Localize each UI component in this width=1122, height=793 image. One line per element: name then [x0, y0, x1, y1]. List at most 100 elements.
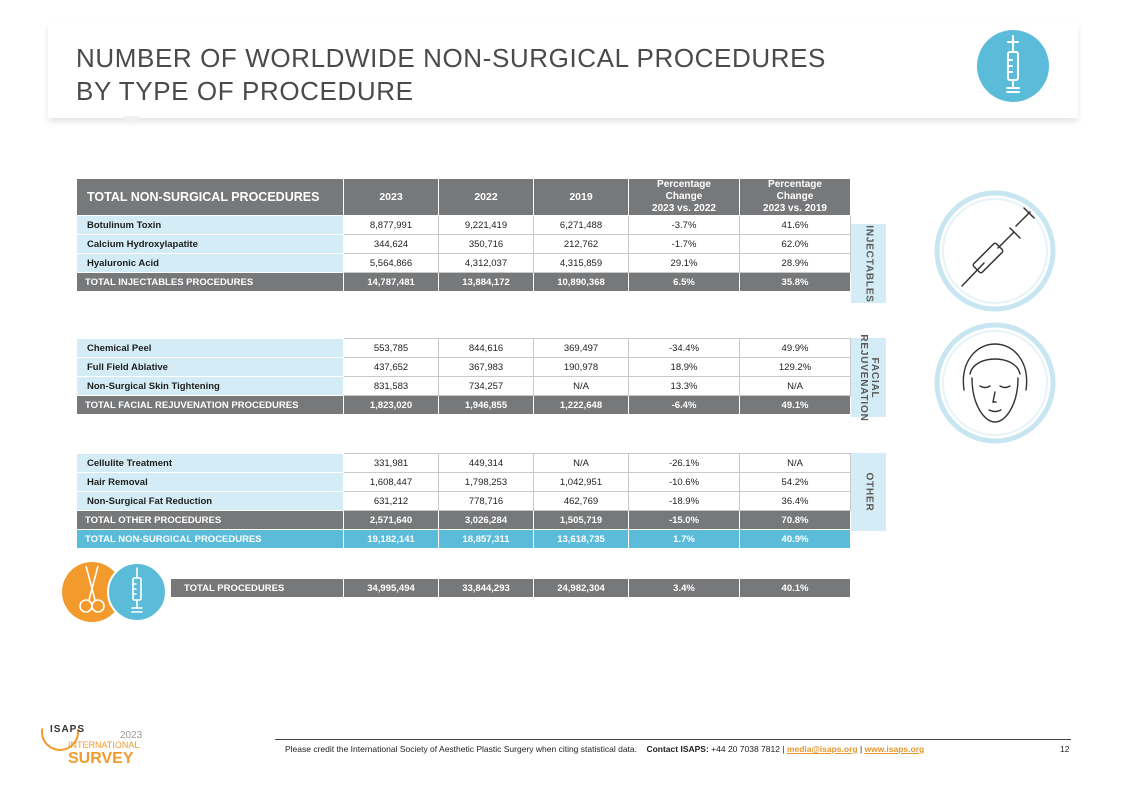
facial-side-text: FACIAL REJUVENATION — [858, 334, 880, 421]
cell-pc2: 129.2% — [739, 357, 851, 377]
cell-2023: 553,785 — [343, 338, 439, 358]
total-procedures-pc2: 40.1% — [739, 578, 851, 598]
ns-total-pc2: 40.9% — [739, 529, 851, 549]
cell-2022: 367,983 — [438, 357, 534, 377]
total-2019: 10,890,368 — [533, 272, 629, 292]
total-procedures-2022: 33,844,293 — [438, 578, 534, 598]
total-2023: 14,787,481 — [343, 272, 439, 292]
cell-2022: 449,314 — [438, 453, 534, 473]
header-pointer — [122, 116, 140, 125]
ns-total-2019: 13,618,735 — [533, 529, 629, 549]
cell-pc1: -18.9% — [628, 491, 740, 511]
face-icon — [934, 322, 1056, 444]
page-title: NUMBER OF WORLDWIDE NON-SURGICAL PROCEDU… — [76, 42, 936, 108]
cell-2019: 369,497 — [533, 338, 629, 358]
table-header-row: TOTAL NON-SURGICAL PROCEDURES 2023 2022 … — [76, 178, 851, 216]
page-number: 12 — [1060, 744, 1070, 754]
total-label: TOTAL FACIAL REJUVENATION PROCEDURES — [76, 395, 344, 415]
facial-rejuvenation-table: Chemical Peel 553,785 844,616 369,497 -3… — [76, 338, 851, 415]
pc2-line3: 2023 vs. 2019 — [763, 203, 827, 214]
footer-contact-label: Contact ISAPS: — [646, 744, 709, 754]
total-pc2: 49.1% — [739, 395, 851, 415]
facial-side-text-2: REJUVENATION — [857, 333, 869, 422]
total-procedures-2023: 34,995,494 — [343, 578, 439, 598]
total-label: TOTAL OTHER PROCEDURES — [76, 510, 344, 530]
footer-phone: +44 20 7038 7812 | — [711, 744, 785, 754]
total-2023: 1,823,020 — [343, 395, 439, 415]
table-row: Full Field Ablative 437,652 367,983 190,… — [76, 357, 851, 377]
cell-pc1: -34.4% — [628, 338, 740, 358]
table-row: Hair Removal 1,608,447 1,798,253 1,042,9… — [76, 472, 851, 492]
row-label: Hair Removal — [76, 472, 344, 492]
cell-2022: 1,798,253 — [438, 472, 534, 492]
table-row: Non-Surgical Skin Tightening 831,583 734… — [76, 376, 851, 396]
table-row: Calcium Hydroxylapatite 344,624 350,716 … — [76, 234, 851, 254]
header-2019: 2019 — [533, 178, 629, 216]
total-procedures-pc1: 3.4% — [628, 578, 740, 598]
cell-2023: 437,652 — [343, 357, 439, 377]
title-line-1: NUMBER OF WORLDWIDE NON-SURGICAL PROCEDU… — [76, 43, 826, 73]
row-label: Full Field Ablative — [76, 357, 344, 377]
pc2-line2: Change — [776, 191, 814, 202]
cell-2022: 778,716 — [438, 491, 534, 511]
cell-2023: 831,583 — [343, 376, 439, 396]
cell-pc2: 62.0% — [739, 234, 851, 254]
row-label: Hyaluronic Acid — [76, 253, 344, 273]
syringe-icon — [977, 30, 1049, 102]
footer-credit: Please credit the International Society … — [285, 744, 924, 754]
cell-2022: 734,257 — [438, 376, 534, 396]
injectables-table: TOTAL NON-SURGICAL PROCEDURES 2023 2022 … — [76, 178, 851, 292]
syringe-illustration-icon — [934, 190, 1056, 312]
row-label: Non-Surgical Fat Reduction — [76, 491, 344, 511]
total-label: TOTAL INJECTABLES PROCEDURES — [76, 272, 344, 292]
total-2019: 1,222,648 — [533, 395, 629, 415]
footer-divider — [275, 739, 1071, 740]
row-label: Calcium Hydroxylapatite — [76, 234, 344, 254]
cell-2019: 4,315,859 — [533, 253, 629, 273]
header-2022: 2022 — [438, 178, 534, 216]
footer-email-link[interactable]: media@isaps.org — [786, 744, 858, 754]
row-label: Chemical Peel — [76, 338, 344, 358]
footer-credit-text: Please credit the International Society … — [285, 744, 637, 754]
other-table: Cellulite Treatment 331,981 449,314 N/A … — [76, 453, 851, 549]
total-pc1: 6.5% — [628, 272, 740, 292]
title-line-2: BY TYPE OF PROCEDURE — [76, 76, 414, 106]
ns-total-pc1: 1.7% — [628, 529, 740, 549]
cell-pc1: -26.1% — [628, 453, 740, 473]
total-procedures-2019: 24,982,304 — [533, 578, 629, 598]
header-category: TOTAL NON-SURGICAL PROCEDURES — [76, 178, 344, 216]
cell-pc2: 36.4% — [739, 491, 851, 511]
total-pc1: -6.4% — [628, 395, 740, 415]
pc2-line1: Percentage — [768, 179, 822, 190]
ns-total-label: TOTAL NON-SURGICAL PROCEDURES — [76, 529, 344, 549]
cell-2022: 844,616 — [438, 338, 534, 358]
header-2023: 2023 — [343, 178, 439, 216]
cell-2022: 350,716 — [438, 234, 534, 254]
ns-total-2022: 18,857,311 — [438, 529, 534, 549]
cell-2022: 9,221,419 — [438, 215, 534, 235]
total-2022: 3,026,284 — [438, 510, 534, 530]
total-2023: 2,571,640 — [343, 510, 439, 530]
cell-2019: 190,978 — [533, 357, 629, 377]
cell-pc1: -1.7% — [628, 234, 740, 254]
total-2019: 1,505,719 — [533, 510, 629, 530]
total-pc2: 35.8% — [739, 272, 851, 292]
pc1-line2: Change — [665, 191, 703, 202]
total-row: TOTAL OTHER PROCEDURES 2,571,640 3,026,2… — [76, 510, 851, 530]
logo-brand: ISAPS — [50, 724, 86, 735]
small-syringe-icon — [107, 562, 167, 622]
cell-pc1: 18.9% — [628, 357, 740, 377]
other-side-text: OTHER — [863, 472, 874, 512]
footer-divider-pipe: | — [859, 744, 863, 754]
row-label: Cellulite Treatment — [76, 453, 344, 473]
header-pct-change-2019: Percentage Change 2023 vs. 2019 — [739, 178, 851, 216]
cell-pc2: N/A — [739, 453, 851, 473]
pc1-line3: 2023 vs. 2022 — [652, 203, 716, 214]
table-row: Non-Surgical Fat Reduction 631,212 778,7… — [76, 491, 851, 511]
total-procedures-table: TOTAL PROCEDURES 34,995,494 33,844,293 2… — [170, 578, 851, 598]
header-pct-change-2022: Percentage Change 2023 vs. 2022 — [628, 178, 740, 216]
cell-2023: 1,608,447 — [343, 472, 439, 492]
total-2022: 1,946,855 — [438, 395, 534, 415]
header-card — [48, 22, 1078, 118]
footer-website-link[interactable]: www.isaps.org — [864, 744, 925, 754]
